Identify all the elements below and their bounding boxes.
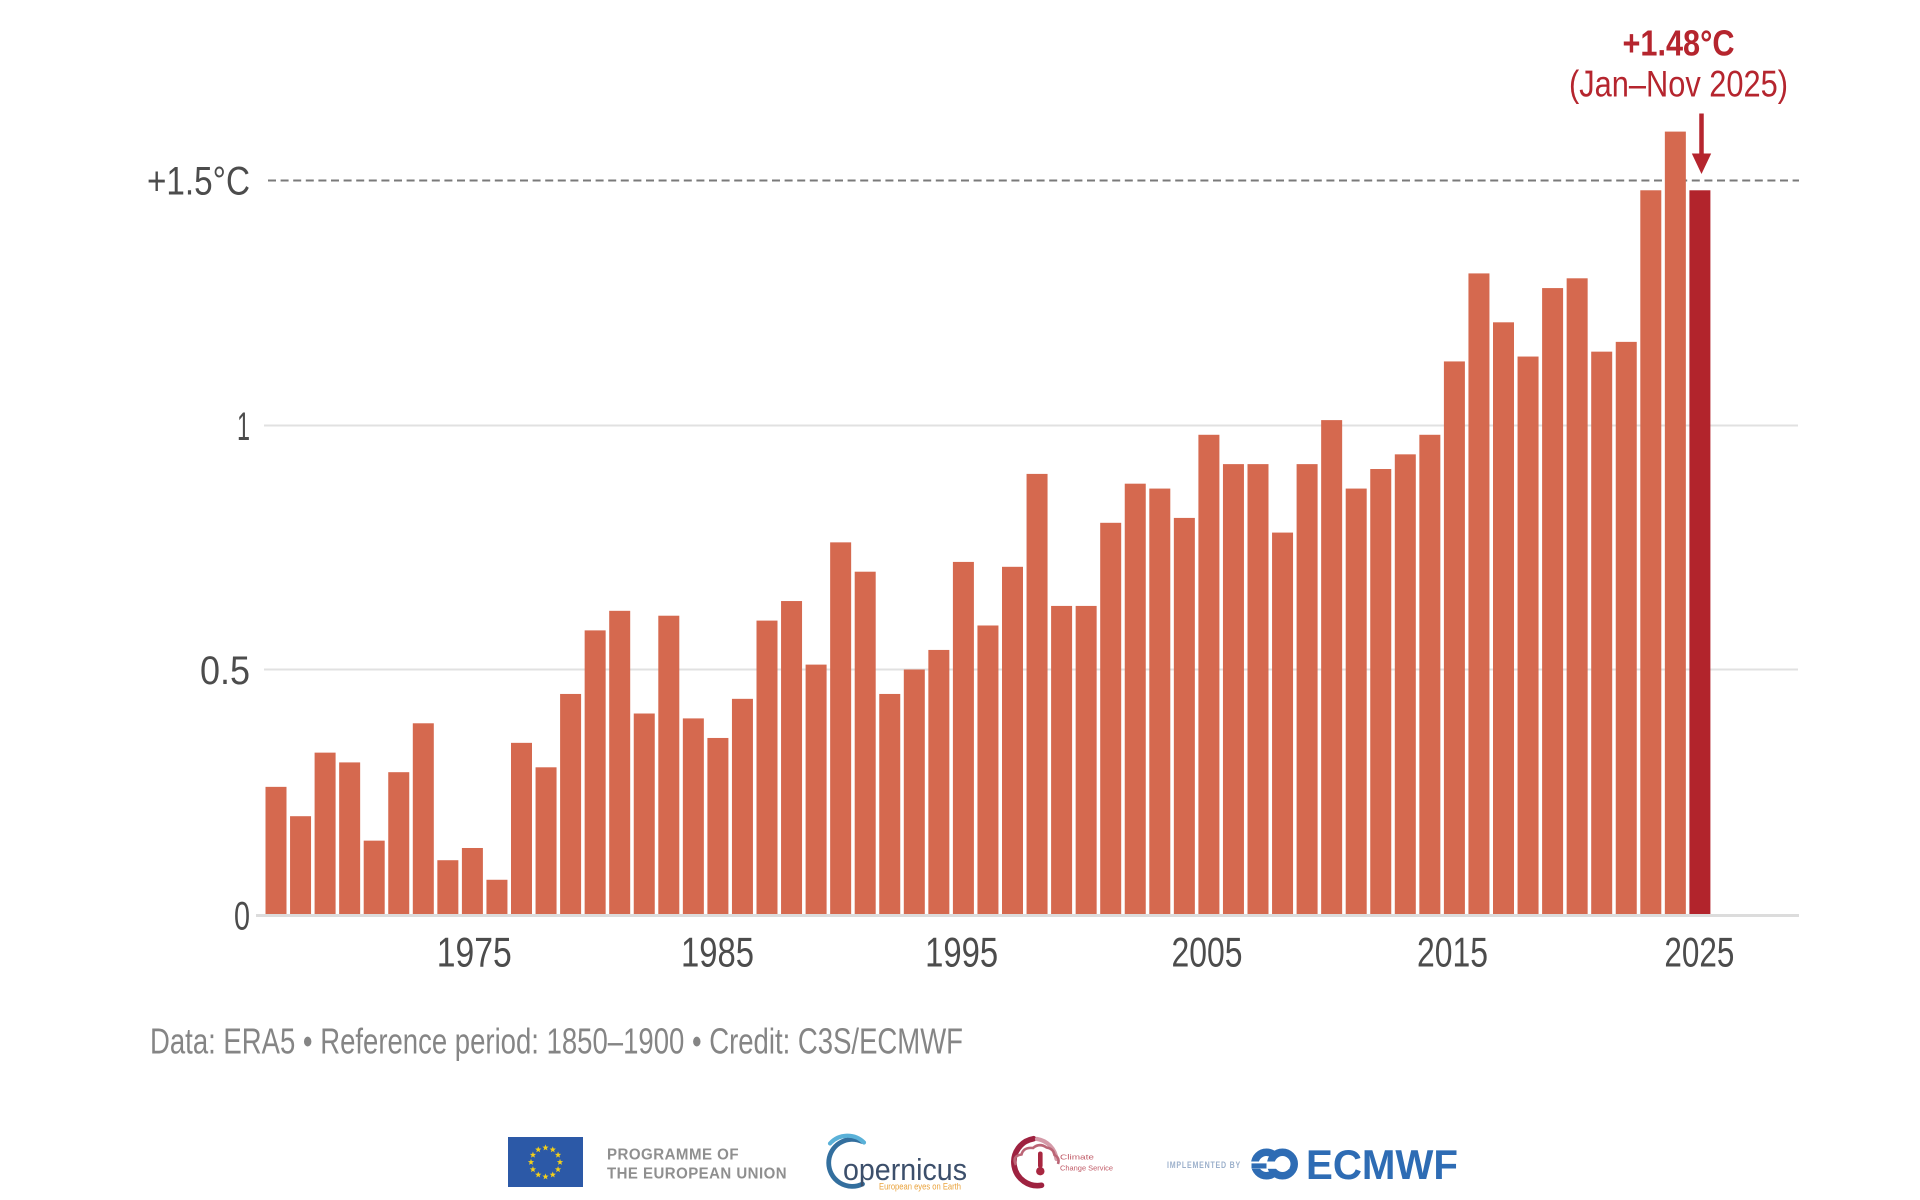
svg-text:+1.5°C: +1.5°C [147,160,250,204]
svg-text:(Jan–Nov 2025): (Jan–Nov 2025) [1569,64,1788,105]
svg-text:0.5: 0.5 [200,649,250,693]
svg-text:+1.48°C: +1.48°C [1623,23,1735,64]
svg-text:1985: 1985 [681,929,754,976]
svg-text:European eyes on Earth: European eyes on Earth [879,1182,961,1192]
svg-text:2025: 2025 [1664,929,1734,976]
svg-text:Data: ERA5 • Reference period:: Data: ERA5 • Reference period: 1850–1900… [150,1021,963,1062]
svg-text:1995: 1995 [925,929,998,976]
svg-text:1975: 1975 [437,929,512,976]
svg-text:PROGRAMME OF: PROGRAMME OF [607,1147,739,1164]
svg-text:THE EUROPEAN UNION: THE EUROPEAN UNION [607,1166,787,1183]
svg-text:opernicus: opernicus [843,1152,967,1187]
svg-text:ECMWF: ECMWF [1306,1141,1458,1188]
svg-text:1: 1 [237,405,250,449]
svg-text:2005: 2005 [1172,929,1243,976]
svg-text:IMPLEMENTED BY: IMPLEMENTED BY [1167,1160,1241,1170]
svg-text:0: 0 [234,895,250,939]
svg-text:Change Service: Change Service [1060,1164,1113,1173]
svg-text:2015: 2015 [1417,929,1488,976]
svg-text:Climate: Climate [1060,1153,1094,1162]
